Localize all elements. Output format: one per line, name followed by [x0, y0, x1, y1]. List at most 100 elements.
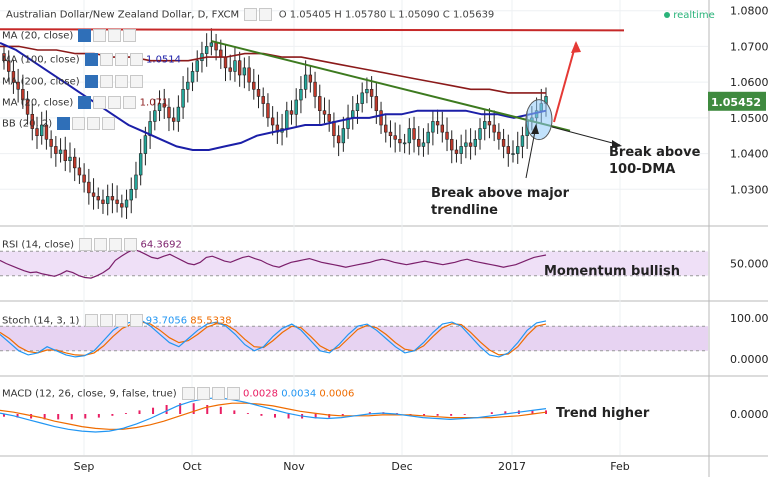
candle-body — [44, 124, 49, 140]
candle-body — [478, 128, 482, 140]
close-icon[interactable] — [102, 117, 116, 130]
eye-icon[interactable] — [79, 238, 93, 251]
candle-body — [120, 203, 124, 208]
realtime-dot-icon — [664, 12, 670, 18]
candle-body — [167, 106, 171, 119]
candle-body — [162, 103, 166, 108]
eye-icon[interactable] — [57, 117, 71, 130]
settings-icon[interactable] — [99, 314, 113, 327]
candle-body — [402, 142, 407, 145]
settings-icon[interactable] — [99, 75, 113, 88]
y-tick-label: 1.06000 — [730, 76, 768, 89]
eye-icon[interactable] — [244, 8, 258, 21]
close-icon[interactable] — [129, 53, 143, 66]
add-icon[interactable] — [114, 53, 128, 66]
annotation-break-trendline-2: trendline — [431, 203, 498, 218]
candle-body — [30, 113, 34, 129]
candle-body — [294, 99, 298, 115]
candle-body — [322, 110, 327, 115]
candle-body — [195, 60, 199, 72]
candle-body — [516, 146, 520, 154]
candle-body — [299, 88, 303, 101]
ma20-label-2: MA (20, close) — [2, 97, 74, 109]
candle-body — [171, 117, 176, 122]
candle-body — [54, 146, 58, 154]
candle-body — [21, 88, 25, 101]
candle-body — [186, 81, 190, 90]
close-icon[interactable] — [129, 75, 143, 88]
candle-body — [468, 142, 473, 147]
add-icon[interactable] — [108, 96, 122, 109]
settings-icon[interactable] — [93, 29, 107, 42]
breakout-highlight-circle — [525, 99, 553, 141]
eye-icon[interactable] — [181, 387, 195, 400]
annotation-momentum: Momentum bullish — [544, 264, 680, 279]
candle-body — [440, 124, 445, 133]
close-icon[interactable] — [124, 238, 138, 251]
y-tick-label: 1.03000 — [730, 183, 768, 196]
candle-body — [360, 92, 364, 104]
add-icon[interactable] — [211, 387, 225, 400]
candle-body — [497, 131, 501, 140]
candle-body — [365, 88, 369, 94]
settings-icon[interactable] — [259, 8, 273, 21]
candle-body — [379, 110, 383, 126]
candle-body — [369, 88, 374, 97]
ohlc-values: O 1.05405 H 1.05780 L 1.05090 C 1.05639 — [278, 9, 495, 21]
settings-icon[interactable] — [94, 238, 108, 251]
add-icon[interactable] — [114, 314, 128, 327]
settings-icon[interactable] — [99, 53, 113, 66]
candle-body — [388, 131, 393, 137]
add-icon[interactable] — [87, 117, 101, 130]
candle-body — [11, 71, 16, 83]
close-icon[interactable] — [129, 314, 143, 327]
macd-label: MACD (12, 26, close, 9, false, true) — [2, 388, 177, 400]
candle-body — [40, 124, 44, 137]
candle-body — [520, 135, 525, 147]
candle-body — [261, 96, 265, 104]
eye-icon[interactable] — [78, 96, 92, 109]
add-icon[interactable] — [114, 75, 128, 88]
x-tick-label: Dec — [391, 460, 412, 473]
settings-icon[interactable] — [93, 96, 107, 109]
candle-body — [68, 156, 72, 162]
x-tick-label: 2017 — [498, 460, 526, 473]
close-icon[interactable] — [226, 387, 240, 400]
candle-body — [501, 138, 506, 147]
candle-body — [417, 138, 421, 147]
candle-body — [129, 188, 133, 201]
settings-icon[interactable] — [196, 387, 210, 400]
last-price-badge — [708, 91, 766, 111]
candle-body — [346, 117, 350, 129]
header-buttons — [242, 8, 273, 21]
candle-body — [214, 42, 218, 51]
add-icon[interactable] — [108, 29, 122, 42]
close-icon[interactable] — [123, 29, 137, 42]
candle-body — [327, 113, 331, 122]
macd-signal-value: 0.0006 — [319, 388, 355, 400]
candle-body — [270, 117, 275, 126]
annotation-trend: Trend higher — [556, 406, 650, 421]
candle-body — [35, 128, 39, 137]
eye-icon[interactable] — [84, 314, 98, 327]
candle-body — [289, 110, 294, 115]
realtime-label: realtime — [673, 10, 715, 21]
stoch-k-value: 93.7056 — [145, 315, 188, 327]
candle-body — [115, 199, 119, 204]
candle-body — [87, 181, 91, 194]
add-icon[interactable] — [109, 238, 123, 251]
candle-body — [190, 71, 195, 83]
settings-icon[interactable] — [72, 117, 86, 130]
candle-body — [96, 196, 100, 201]
candle-body — [82, 174, 86, 183]
x-tick-label: Feb — [610, 460, 629, 473]
eye-icon[interactable] — [78, 29, 92, 42]
close-icon[interactable] — [123, 96, 137, 109]
eye-icon[interactable] — [84, 53, 98, 66]
candle-body — [77, 167, 82, 176]
eye-icon[interactable] — [84, 75, 98, 88]
candle-body — [176, 106, 181, 122]
stoch-k-line — [0, 319, 547, 358]
realtime-indicator: realtime — [664, 10, 715, 21]
